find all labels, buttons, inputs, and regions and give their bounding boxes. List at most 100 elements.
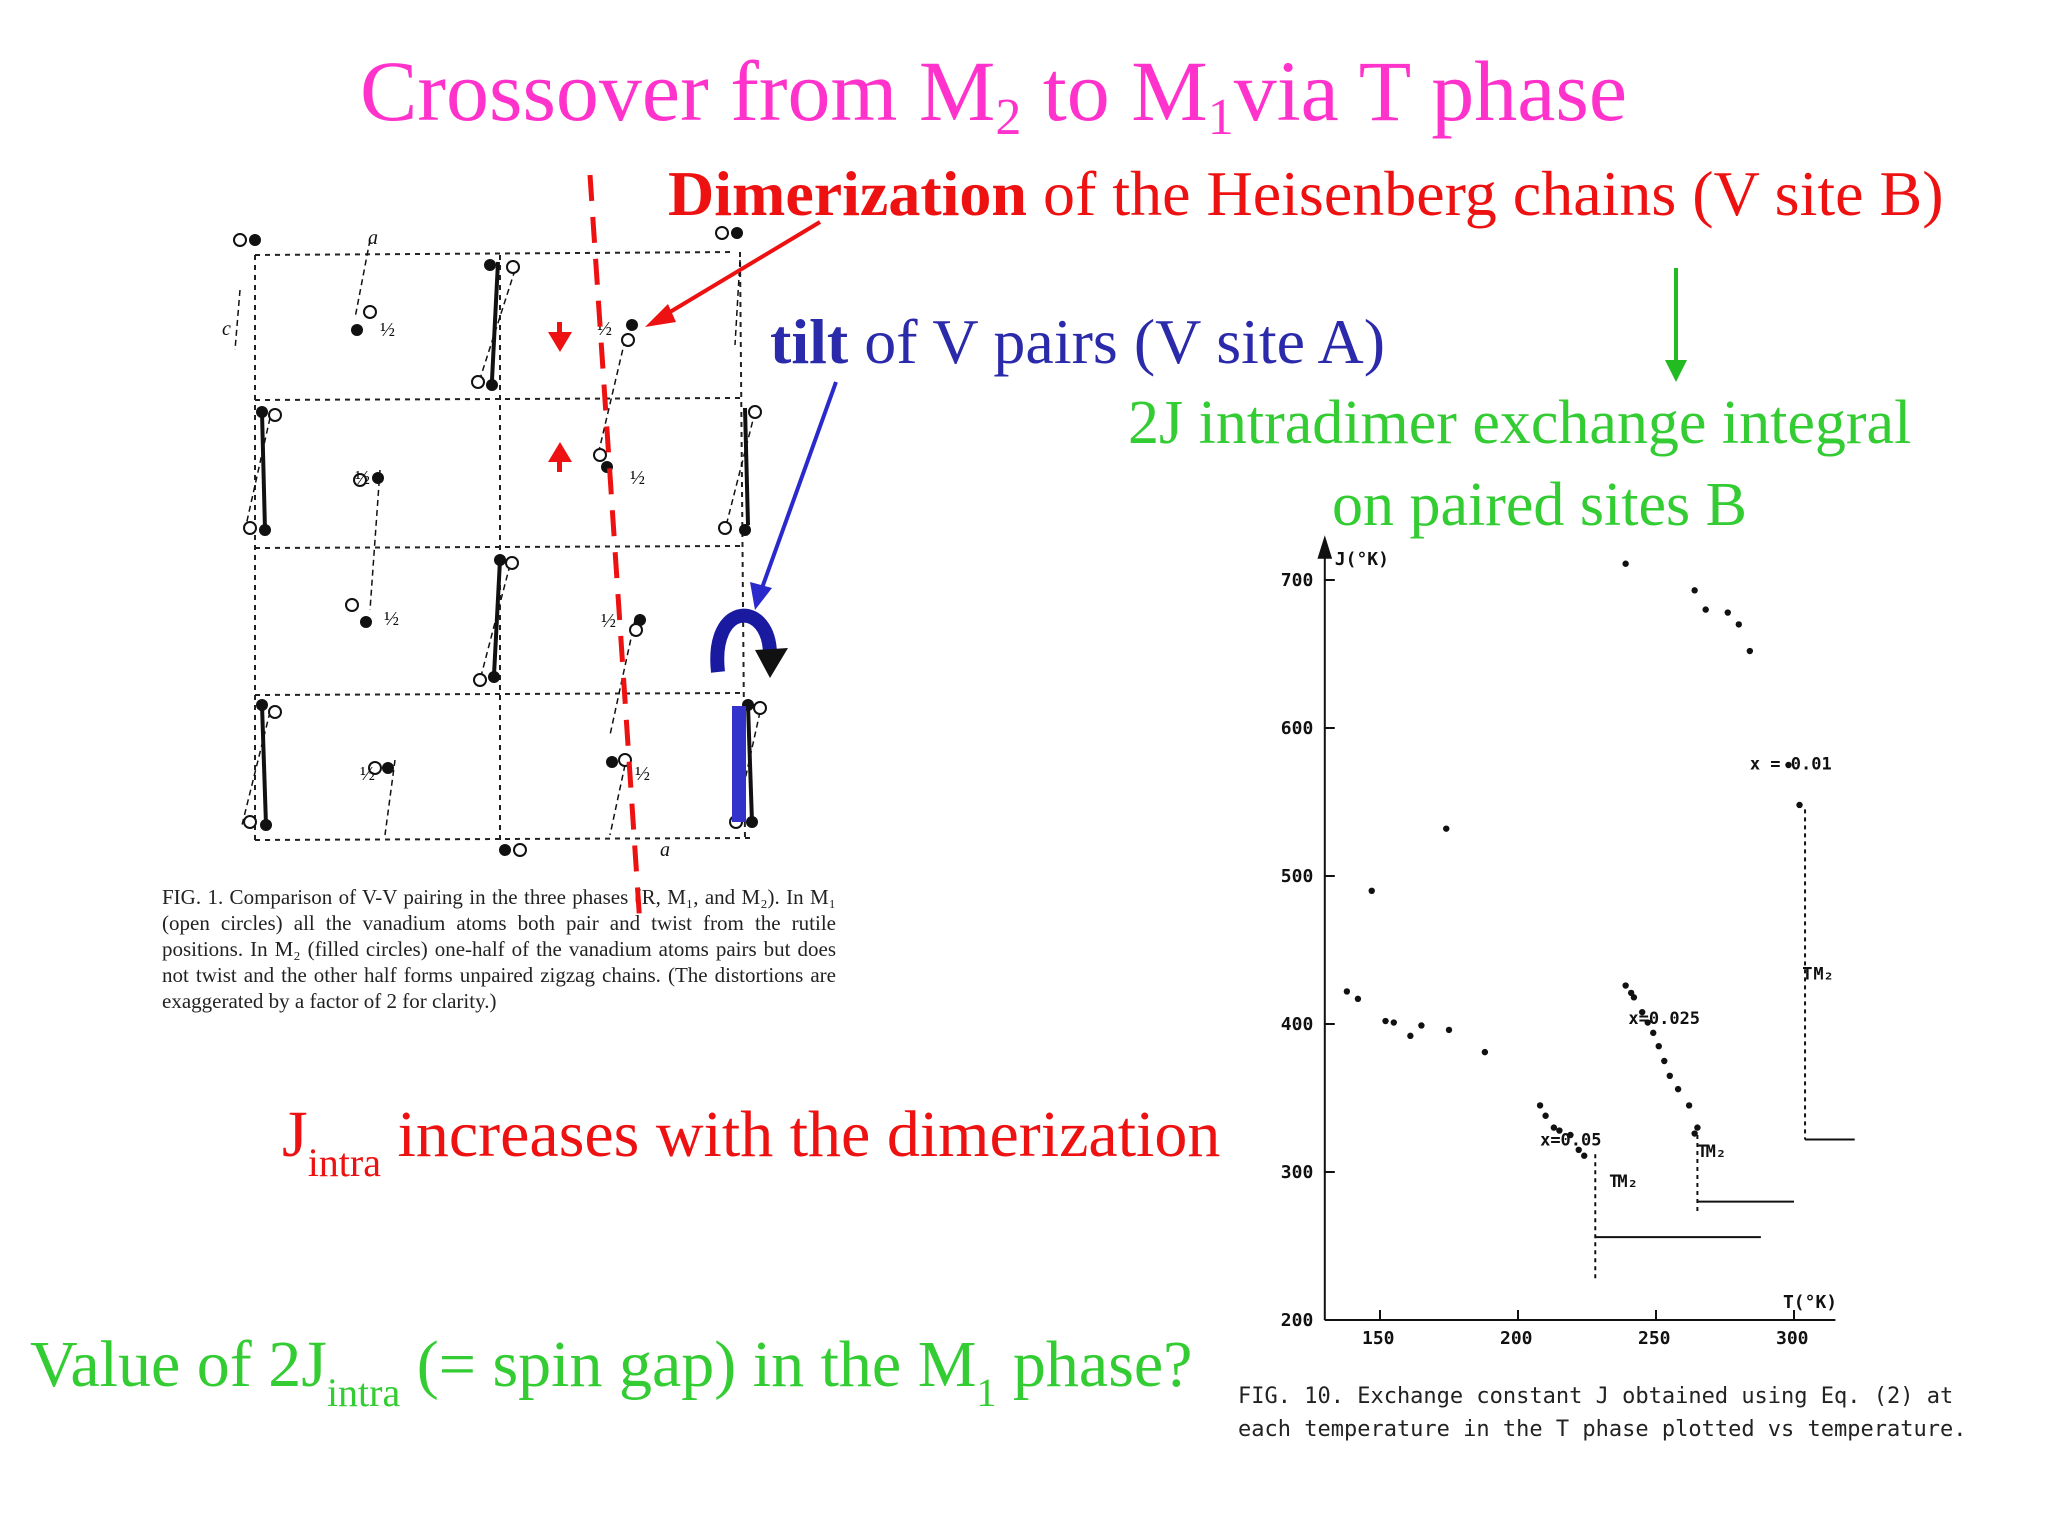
data-point bbox=[1650, 1029, 1657, 1037]
half-label: ½ bbox=[635, 763, 650, 785]
v-pair-bonds bbox=[260, 261, 754, 826]
data-point bbox=[1746, 647, 1754, 655]
data-point bbox=[1622, 982, 1629, 989]
data-point bbox=[1443, 825, 1450, 832]
y-tick-label: 400 bbox=[1281, 1014, 1314, 1035]
fig10-caption-line2: each temperature in the T phase plotted … bbox=[1238, 1417, 1967, 1442]
half-label: ½ bbox=[355, 467, 370, 489]
fig1-axis-labels: a c a bbox=[222, 227, 670, 861]
data-point bbox=[1407, 1032, 1414, 1040]
y-tick-label: 300 bbox=[1281, 1162, 1314, 1183]
data-point bbox=[1702, 606, 1709, 613]
chart-axes bbox=[1317, 535, 1836, 1321]
data-point bbox=[1368, 887, 1375, 894]
data-point bbox=[1785, 761, 1792, 769]
exchange-annotation-line1: 2J intradimer exchange integral bbox=[1128, 389, 1912, 457]
half-label: ½ bbox=[630, 467, 645, 489]
spin-gap-question: Value of 2Jintra (= spin gap) in the M1 … bbox=[30, 1328, 1193, 1415]
twisted-bonds bbox=[234, 239, 761, 836]
data-point bbox=[1343, 988, 1351, 995]
dimerization-annotation: Dimerization of the Heisenberg chains (V… bbox=[668, 158, 1944, 229]
fig1-caption: FIG. 1. Comparison of V-V pairing in the… bbox=[162, 885, 836, 1013]
data-point bbox=[1354, 995, 1362, 1003]
cr-label: c bbox=[222, 318, 231, 340]
half-label: ½ bbox=[601, 610, 616, 632]
jintra-statement: Jintra increases with the dimerization bbox=[282, 1098, 1221, 1185]
tilted-pair-highlight bbox=[732, 706, 746, 822]
data-point bbox=[1382, 1017, 1389, 1025]
data-point bbox=[1542, 1112, 1549, 1119]
tilt-pointer-shaft bbox=[760, 381, 838, 589]
data-point bbox=[1666, 1072, 1674, 1080]
exchange-annotation-line2: on paired sites B bbox=[1332, 471, 1747, 539]
chart-annotation: T bbox=[1802, 965, 1812, 985]
red-shift-arrows bbox=[548, 322, 572, 472]
data-point bbox=[1661, 1057, 1668, 1065]
data-point bbox=[1556, 1127, 1563, 1134]
data-point bbox=[1622, 560, 1629, 567]
y-axis-arrow bbox=[1317, 535, 1333, 559]
tilt-pointer-head bbox=[750, 582, 772, 610]
data-point bbox=[1630, 994, 1638, 1001]
x-tick-label: 150 bbox=[1362, 1328, 1395, 1349]
chart-annotation: M₂ bbox=[1706, 1142, 1726, 1162]
y-tick-label: 500 bbox=[1281, 866, 1314, 887]
down-arrow-shaft bbox=[557, 322, 562, 334]
chart-tick-labels: 200 300 400 500 600 700 150 200 250 300 bbox=[1281, 570, 1809, 1349]
half-label: ½ bbox=[360, 763, 375, 785]
data-point bbox=[1481, 1048, 1489, 1056]
y-tick-label: 600 bbox=[1281, 718, 1314, 739]
chart-annotation: T bbox=[1609, 1172, 1619, 1192]
up-arrow-head bbox=[548, 442, 572, 462]
fig10-caption: FIG. 10. Exchange constant J obtained us… bbox=[1238, 1380, 1988, 1446]
data-point bbox=[1575, 1146, 1582, 1154]
x-tick-label: 250 bbox=[1638, 1328, 1671, 1349]
half-label: ½ bbox=[380, 319, 395, 341]
fig10-caption-line1: FIG. 10. Exchange constant J obtained us… bbox=[1238, 1384, 1954, 1409]
data-point bbox=[1639, 1008, 1646, 1016]
slide-title: Crossover from M2 to M1via T phase bbox=[360, 43, 1628, 146]
tilt-annotation: tilt of V pairs (V site A) bbox=[770, 306, 1386, 377]
data-point bbox=[1418, 1022, 1425, 1029]
data-point bbox=[1735, 621, 1743, 628]
rotation-arc-head bbox=[755, 648, 788, 678]
ar-label-bottom: a bbox=[660, 839, 670, 861]
data-point bbox=[1581, 1152, 1588, 1159]
data-point bbox=[1694, 1124, 1701, 1131]
data-point bbox=[1796, 801, 1803, 809]
chart-annotation: x=0.05 bbox=[1540, 1130, 1601, 1150]
x-tick-label: 300 bbox=[1776, 1328, 1809, 1349]
chart-annotation: M₂ bbox=[1813, 965, 1833, 985]
open-atoms bbox=[233, 226, 767, 857]
dimerization-pointer-head bbox=[645, 304, 676, 327]
ar-label-top: a bbox=[368, 227, 378, 249]
chart-annotation: x = 0.01 bbox=[1750, 754, 1832, 774]
data-point bbox=[1724, 609, 1731, 616]
half-label: ½ bbox=[384, 608, 399, 630]
chart-ylabel: J(°K) bbox=[1335, 549, 1389, 570]
down-arrow-head bbox=[548, 332, 572, 352]
data-point bbox=[1685, 1102, 1693, 1109]
y-tick-label: 200 bbox=[1281, 1310, 1314, 1331]
chart-annotation: T bbox=[1697, 1142, 1707, 1162]
up-arrow-shaft bbox=[557, 460, 562, 472]
data-point bbox=[1536, 1102, 1544, 1109]
chart-xlabel: T(°K) bbox=[1783, 1292, 1837, 1313]
chart-annotation: x=0.025 bbox=[1628, 1009, 1700, 1029]
data-point bbox=[1567, 1131, 1574, 1139]
rotation-arc-icon bbox=[710, 608, 777, 673]
data-point bbox=[1644, 1019, 1651, 1026]
data-point bbox=[1550, 1124, 1558, 1131]
data-point bbox=[1674, 1085, 1682, 1093]
data-point bbox=[1691, 1130, 1698, 1137]
exchange-pointer-head bbox=[1665, 360, 1687, 382]
chart-transition-lines bbox=[1594, 809, 1855, 1279]
data-point bbox=[1390, 1019, 1398, 1026]
data-point bbox=[1445, 1026, 1453, 1034]
x-tick-label: 200 bbox=[1500, 1328, 1533, 1349]
data-point bbox=[1691, 587, 1698, 594]
data-point bbox=[1655, 1043, 1662, 1050]
